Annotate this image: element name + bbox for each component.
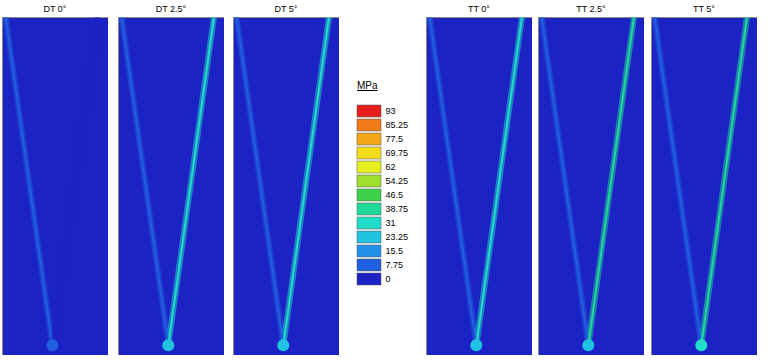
html-text:DT 2.5°: DT 2.5° (155, 4, 187, 14)
html-text:MPa: MPa (357, 80, 378, 91)
svg-text:77.5: 77.5 (386, 134, 404, 144)
svg-text:7.75: 7.75 (386, 260, 404, 270)
svg-text:85.25: 85.25 (386, 120, 409, 130)
svg-text:0: 0 (386, 274, 391, 284)
svg-text:93: 93 (386, 106, 396, 116)
svg-text:62: 62 (386, 162, 396, 172)
svg-text:69.75: 69.75 (386, 148, 409, 158)
html-text:DT 0°: DT 0° (43, 4, 67, 14)
svg-text:54.25: 54.25 (386, 176, 409, 186)
html-text:TT 5°: TT 5° (693, 4, 715, 14)
html-text:TT 0°: TT 0° (468, 4, 490, 14)
html-text:TT 2.5°: TT 2.5° (576, 4, 606, 14)
svg-text:46.5: 46.5 (386, 190, 404, 200)
svg-text:15.5: 15.5 (386, 246, 404, 256)
svg-text:31: 31 (386, 218, 396, 228)
html-text:DT 5°: DT 5° (274, 4, 298, 14)
svg-text:38.75: 38.75 (386, 204, 409, 214)
svg-text:23.25: 23.25 (386, 232, 409, 242)
